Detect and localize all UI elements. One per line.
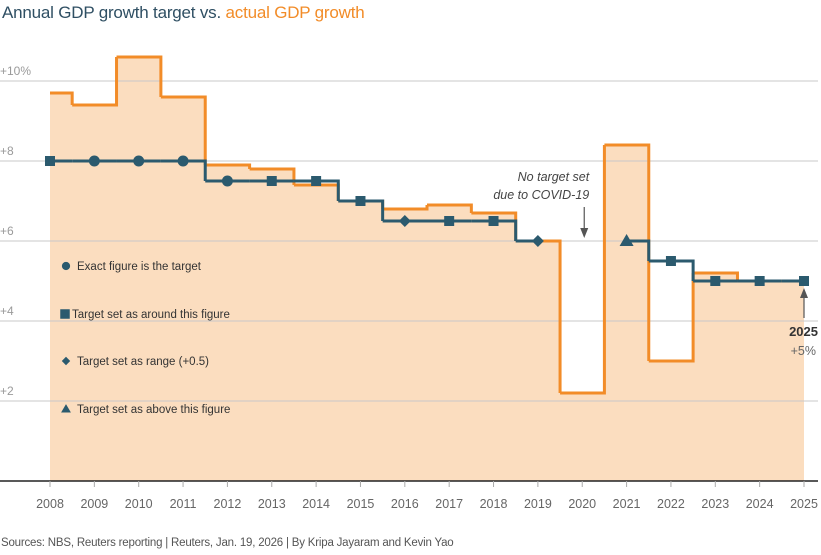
x-tick-label: 2024: [746, 497, 774, 511]
covid-arrow-head: [580, 228, 589, 238]
actual-line-segment: [116, 55, 163, 97]
square-marker: [444, 216, 455, 226]
legend: Exact figure is the target Target set as …: [60, 261, 230, 416]
x-tick-label: 2019: [524, 497, 552, 511]
legend-label: Exact figure is the target: [77, 261, 202, 273]
diamond-marker: [398, 215, 411, 227]
x-tick-label: 2015: [347, 497, 375, 511]
actual-line-segment: [50, 91, 74, 105]
y-tick-label: +8: [0, 144, 14, 158]
diamond-marker: [61, 356, 71, 366]
target-line-segment: [338, 199, 385, 221]
target-line-segment: [160, 159, 207, 181]
actual-line-segment: [427, 203, 473, 213]
y-axis-ticks: +10% +8 +6 +4 +2: [0, 64, 31, 398]
x-tick-label: 2021: [613, 497, 641, 511]
x-tick-label: 2022: [657, 497, 685, 511]
actual-line-segment: [693, 271, 739, 281]
x-tick-label: 2016: [391, 497, 419, 511]
square-marker: [45, 156, 55, 166]
triangle-marker: [619, 234, 634, 246]
x-axis-ticks: 2008 2009 2010 2011 2012 2013 2014 2015 2016 2017…: [36, 481, 818, 511]
square-marker: [710, 276, 721, 286]
y-tick-label: +6: [0, 224, 14, 238]
title-actual-part: actual GDP growth: [225, 3, 365, 22]
source-note: Sources: NBS, Reuters reporting | Reuter…: [1, 537, 454, 549]
end-arrow-head: [800, 288, 808, 298]
actual-line-segment: [648, 273, 695, 363]
actual-line-segment: [382, 205, 429, 211]
actual-line-segment: [72, 57, 119, 107]
square-marker: [488, 216, 499, 226]
actual-line-segment: [205, 163, 252, 169]
x-tick-label: 2020: [568, 497, 596, 511]
covid-note-line2: due to COVID-19: [493, 188, 589, 202]
x-tick-label: 2008: [36, 497, 64, 511]
circle-marker: [88, 155, 100, 167]
square-marker: [60, 309, 70, 319]
square-marker: [355, 196, 366, 206]
circle-marker: [133, 155, 145, 167]
x-tick-label: 2014: [302, 497, 330, 511]
legend-label: Target set as around this figure: [72, 309, 230, 321]
triangle-marker: [61, 404, 71, 413]
x-tick-label: 2017: [435, 497, 463, 511]
x-tick-label: 2011: [170, 497, 197, 511]
actual-area-layer: [50, 57, 804, 481]
legend-label: Target set as above this figure: [77, 404, 230, 416]
target-line-segment: [648, 259, 695, 281]
target-markers: [45, 155, 809, 286]
square-marker: [754, 276, 765, 286]
actual-line-segment: [604, 143, 651, 361]
x-tick-label: 2018: [480, 497, 508, 511]
circle-marker: [177, 155, 189, 167]
actual-line-segment: [560, 145, 606, 395]
square-marker: [311, 176, 322, 186]
annotations: No target set due to COVID-19 2025 +5%: [493, 170, 818, 358]
x-tick-label: 2009: [80, 497, 108, 511]
chart-title: Annual GDP growth target vs. actual GDP …: [2, 3, 365, 23]
square-marker: [799, 276, 809, 286]
circle-marker: [221, 175, 233, 187]
y-tick-label: +2: [0, 384, 14, 398]
target-line-segment: [293, 179, 340, 201]
square-marker: [266, 176, 277, 186]
end-label-value: +5%: [791, 344, 816, 358]
x-tick-label: 2025: [790, 497, 818, 511]
circle-marker: [61, 261, 71, 271]
legend-label: Target set as range (+0.5): [77, 356, 209, 368]
x-tick-label: 2023: [701, 497, 729, 511]
actual-area: [50, 57, 804, 481]
end-label-year: 2025: [789, 324, 818, 339]
y-tick-label: +10%: [0, 64, 31, 78]
covid-note-line1: No target set: [518, 170, 590, 184]
target-line-segment: [471, 219, 518, 241]
actual-line-segment: [160, 95, 207, 165]
square-marker: [665, 256, 676, 266]
x-tick-label: 2012: [214, 497, 242, 511]
title-target-part: Annual GDP growth target vs.: [2, 3, 226, 22]
y-tick-label: +4: [0, 304, 14, 318]
diamond-marker: [531, 235, 544, 247]
target-line-segment: [626, 239, 651, 261]
x-tick-label: 2010: [125, 497, 153, 511]
x-tick-label: 2013: [258, 497, 286, 511]
